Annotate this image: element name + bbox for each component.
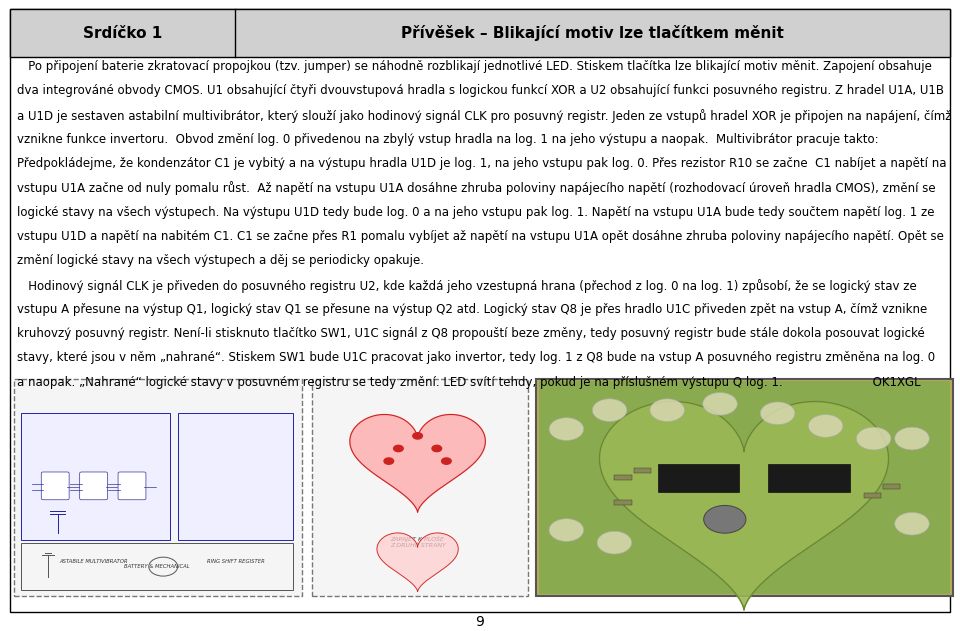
Text: kruhovzý posuvný registr. Není-li stisknuto tlačítko SW1, U1C signál z Q8 propou: kruhovzý posuvný registr. Není-li stiskn…	[17, 327, 925, 340]
Text: a naopak. „Nahrané“ logické stavy v posuvném registru se tedy změní. LED svítí t: a naopak. „Nahrané“ logické stavy v posu…	[17, 375, 921, 389]
Text: a U1D je sestaven astabilní multivibrátor, který slouží jako hodinový signál CLK: a U1D je sestaven astabilní multivibráto…	[17, 109, 951, 122]
Circle shape	[384, 458, 394, 464]
Circle shape	[895, 512, 929, 535]
Polygon shape	[377, 533, 458, 592]
Text: dva integrováné obvody CMOS. U1 obsahující čtyři dvouvstupová hradla s logickou : dva integrováné obvody CMOS. U1 obsahují…	[17, 84, 945, 97]
Text: vznikne funkce invertoru.  Obvod změní log. 0 přivedenou na zbylý vstup hradla n: vznikne funkce invertoru. Obvod změní lo…	[17, 133, 879, 146]
Bar	[10, 9, 950, 57]
Bar	[634, 468, 651, 473]
Polygon shape	[599, 401, 889, 610]
Circle shape	[549, 519, 584, 541]
Bar	[864, 493, 881, 498]
Circle shape	[394, 445, 403, 452]
Bar	[539, 381, 950, 594]
Bar	[614, 500, 632, 505]
Circle shape	[760, 402, 795, 425]
Bar	[536, 379, 953, 596]
Bar	[21, 543, 293, 590]
Bar	[768, 464, 850, 492]
FancyBboxPatch shape	[41, 472, 69, 500]
Text: Hodinový signál CLK je přiveden do posuvného registru U2, kde každá jeho vzestup: Hodinový signál CLK je přiveden do posuv…	[17, 279, 917, 293]
Circle shape	[442, 458, 451, 464]
Bar	[658, 464, 739, 492]
Text: stavy, které jsou v něm „nahrané“. Stiskem SW1 bude U1C pracovat jako invertor, : stavy, které jsou v něm „nahrané“. Stisk…	[17, 351, 935, 365]
Text: Srdíčko 1: Srdíčko 1	[83, 26, 162, 40]
Bar	[883, 484, 900, 489]
Circle shape	[856, 427, 891, 450]
Circle shape	[808, 415, 843, 437]
Circle shape	[703, 392, 737, 415]
Circle shape	[432, 445, 442, 452]
Text: vstupu U1D a napětí na nabitém C1. C1 se začne přes R1 pomalu vybíjet až napětí : vstupu U1D a napětí na nabitém C1. C1 se…	[17, 230, 944, 243]
Text: ASTABILE MULTIVIBRATOR: ASTABILE MULTIVIBRATOR	[60, 559, 129, 564]
Polygon shape	[349, 415, 486, 512]
Circle shape	[592, 399, 627, 422]
Circle shape	[650, 399, 684, 422]
Bar	[178, 413, 293, 540]
Bar	[21, 413, 170, 540]
Text: Předpokládejme, že kondenzátor C1 je vybitý a na výstupu hradla U1D je log. 1, n: Předpokládejme, že kondenzátor C1 je vyb…	[17, 157, 947, 170]
Text: RING SHIFT REGISTER: RING SHIFT REGISTER	[207, 559, 265, 564]
FancyBboxPatch shape	[80, 472, 108, 500]
Text: Po připojení baterie zkratovací propojkou (tzv. jumper) se náhodně rozblikají je: Po připojení baterie zkratovací propojko…	[17, 60, 932, 73]
Circle shape	[549, 418, 584, 440]
Text: 9: 9	[475, 615, 485, 628]
Circle shape	[413, 433, 422, 439]
Text: změní logické stavy na všech výstupech a děj se periodicky opakuje.: změní logické stavy na všech výstupech a…	[17, 254, 424, 268]
Bar	[614, 475, 632, 480]
Circle shape	[597, 531, 632, 554]
FancyBboxPatch shape	[118, 472, 146, 500]
Text: vstupu U1A začne od nuly pomalu růst.  Až napětí na vstupu U1A dosáhne zhruba po: vstupu U1A začne od nuly pomalu růst. Až…	[17, 181, 936, 196]
Bar	[14, 379, 302, 596]
Text: logické stavy na všech výstupech. Na výstupu U1D tedy bude log. 0 a na jeho vstu: logické stavy na všech výstupech. Na výs…	[17, 206, 935, 219]
Bar	[10, 9, 950, 57]
Circle shape	[895, 427, 929, 450]
Text: vstupu A přesune na výstup Q1, logický stav Q1 se přesune na výstup Q2 atd. Logi: vstupu A přesune na výstup Q1, logický s…	[17, 303, 927, 316]
Text: ZAPAJET K PLOŠE
Z DRUHÉ STRANY: ZAPAJET K PLOŠE Z DRUHÉ STRANY	[390, 536, 445, 548]
Bar	[312, 379, 528, 596]
Circle shape	[704, 505, 746, 533]
Text: Přívěšek – Blikající motiv lze tlačítkem měnit: Přívěšek – Blikající motiv lze tlačítkem…	[401, 25, 784, 41]
Text: BATTERY & MECHANICAL: BATTERY & MECHANICAL	[124, 563, 189, 569]
